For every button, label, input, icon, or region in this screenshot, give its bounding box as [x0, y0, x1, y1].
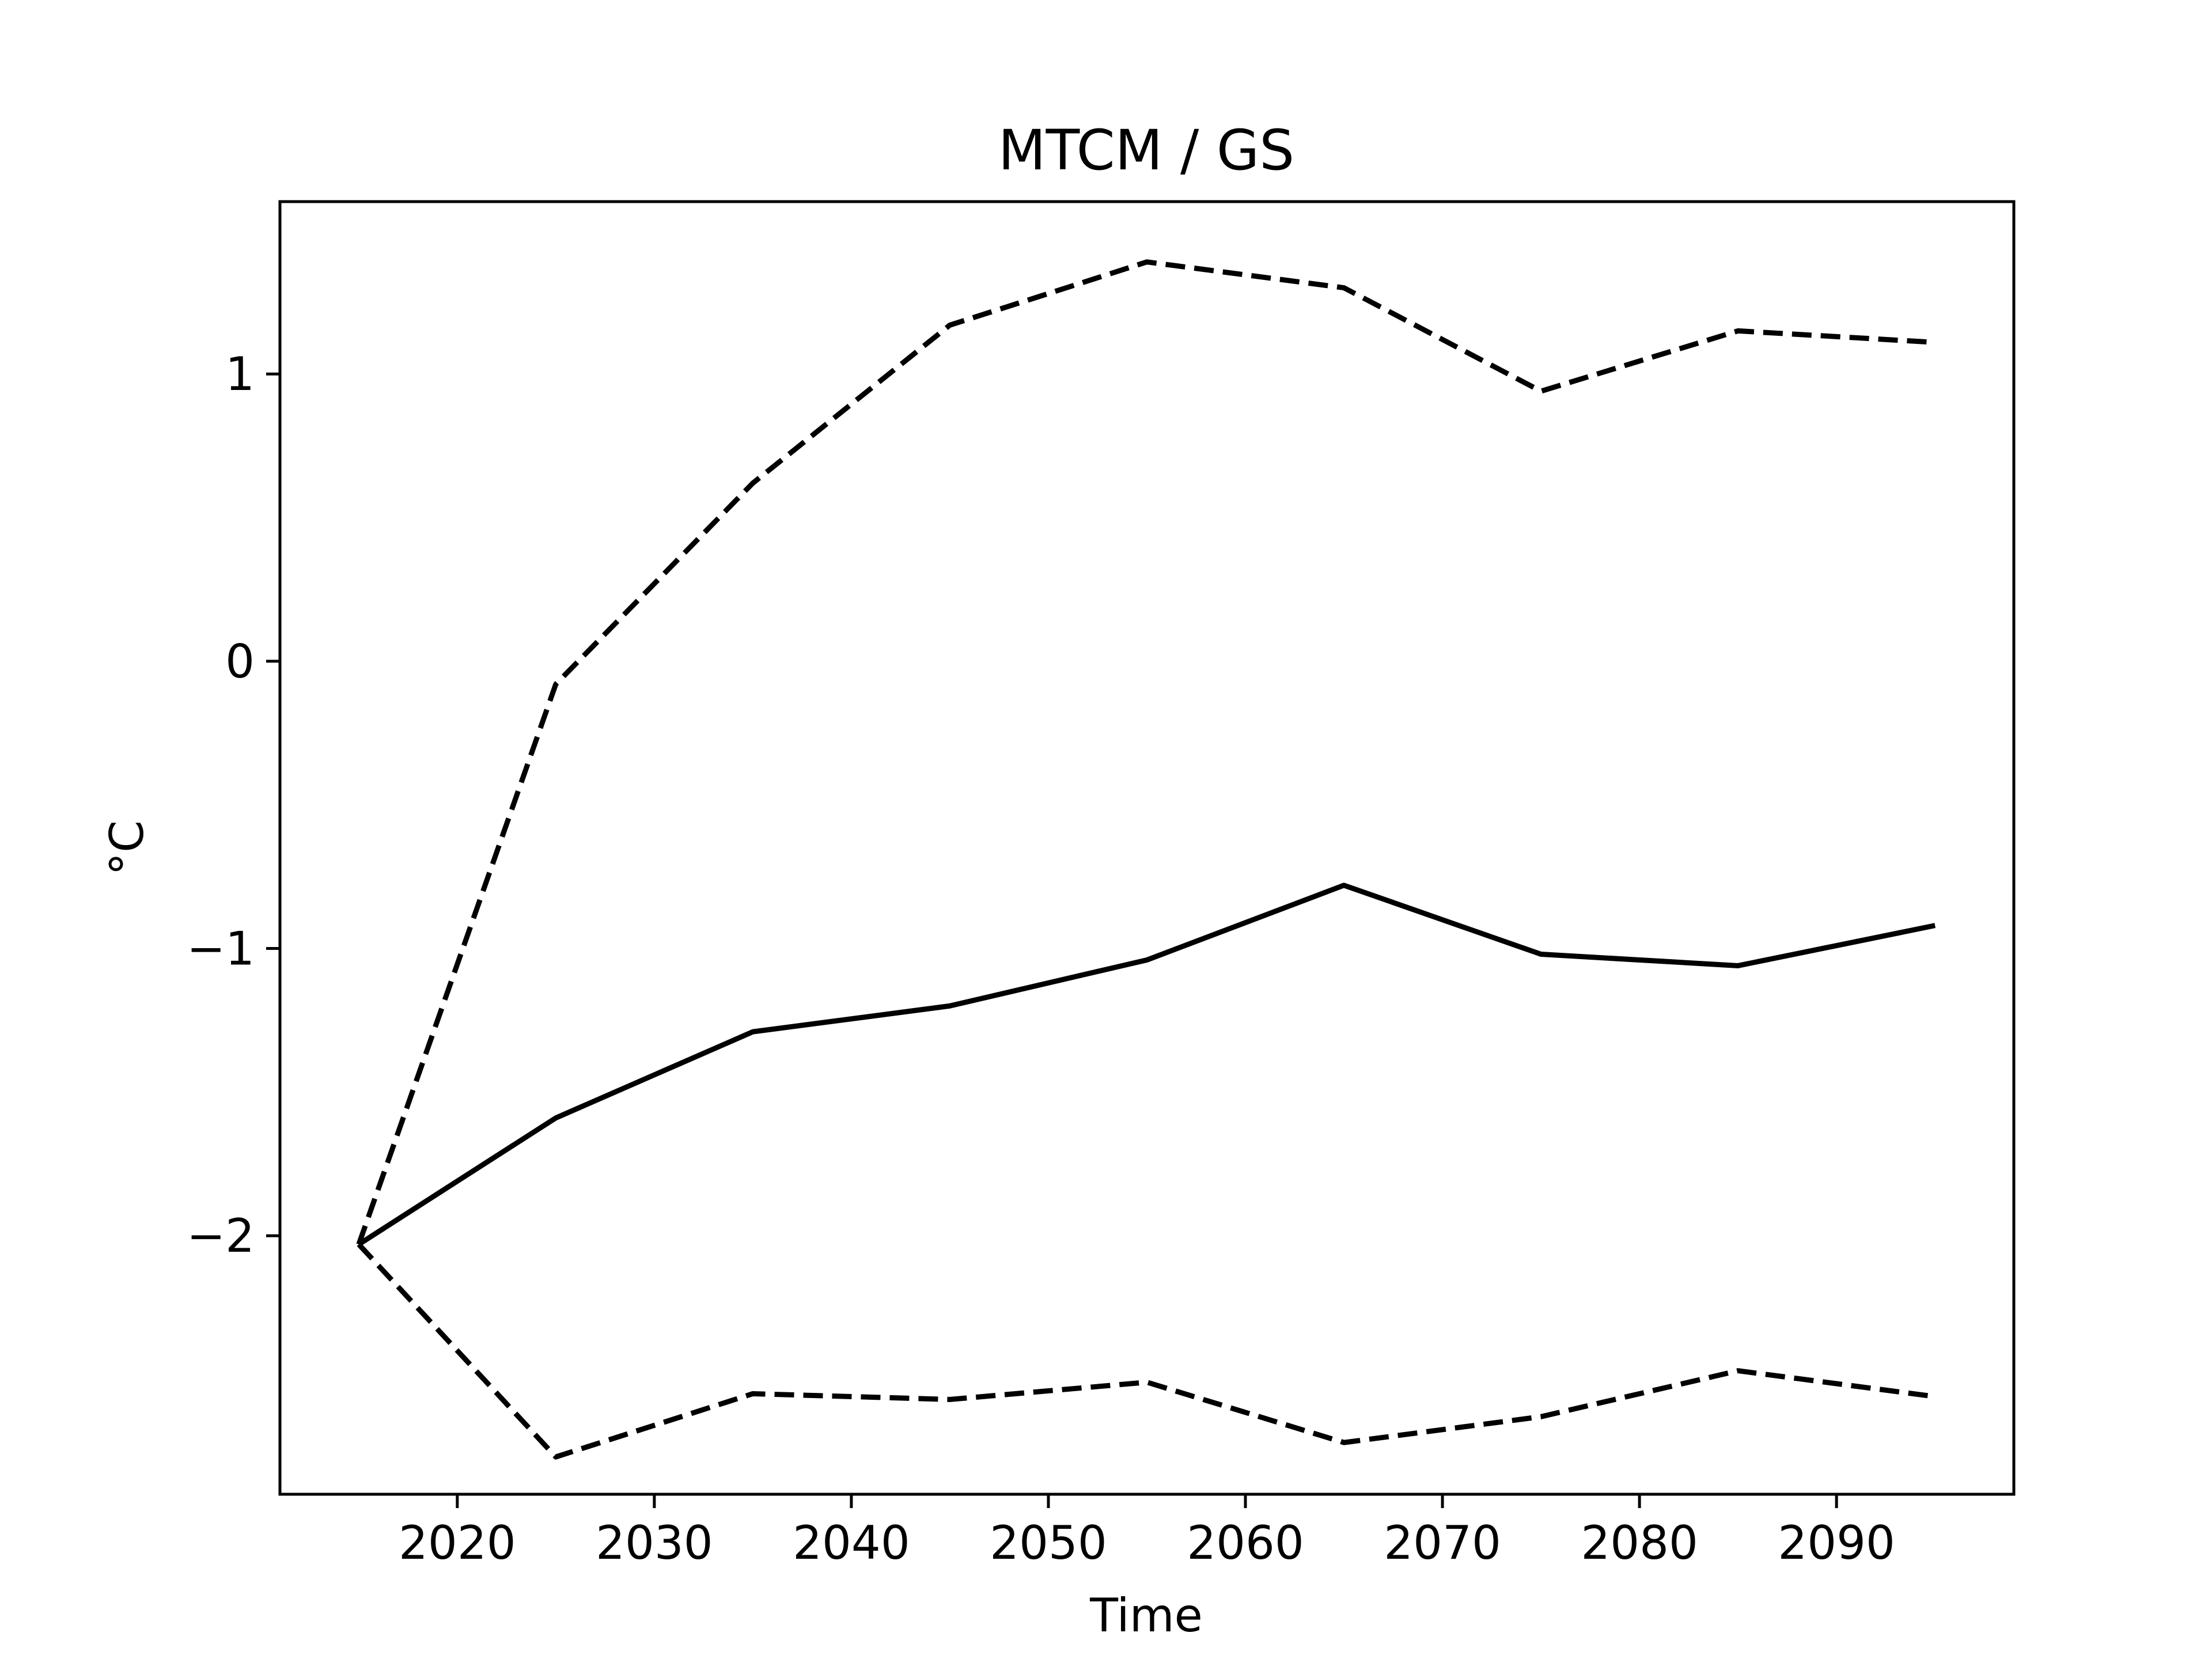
x-tick-label: 2020: [399, 1516, 516, 1570]
chart-title: MTCM / GS: [998, 118, 1294, 183]
upper-bound-dashed-line: [356, 259, 1936, 1245]
x-tick-label: 2070: [1384, 1516, 1501, 1570]
x-axis: 2020 2030 2040 2050 2060 2070 2080 2090: [399, 1494, 1895, 1570]
x-tick-label: 2090: [1778, 1516, 1895, 1570]
x-axis-title: Time: [1089, 1589, 1203, 1642]
lower-bound-dashed-line: [357, 1243, 1936, 1460]
x-tick-label: 2030: [596, 1516, 713, 1570]
x-tick-label: 2050: [990, 1516, 1107, 1570]
y-axis-title: °C: [100, 820, 154, 876]
plot-area: [356, 259, 1936, 1460]
x-tick-label: 2040: [793, 1516, 910, 1570]
plot-frame: [278, 200, 2016, 1496]
y-tick-label: 0: [225, 635, 255, 688]
y-axis: −2 −1 0 1: [187, 347, 280, 1263]
y-tick-label: −2: [187, 1209, 255, 1263]
y-tick-label: −1: [187, 922, 255, 976]
x-tick-label: 2080: [1581, 1516, 1698, 1570]
y-tick-label: 1: [225, 347, 255, 401]
x-tick-label: 2060: [1187, 1516, 1304, 1570]
median-solid-line: [357, 882, 1936, 1247]
